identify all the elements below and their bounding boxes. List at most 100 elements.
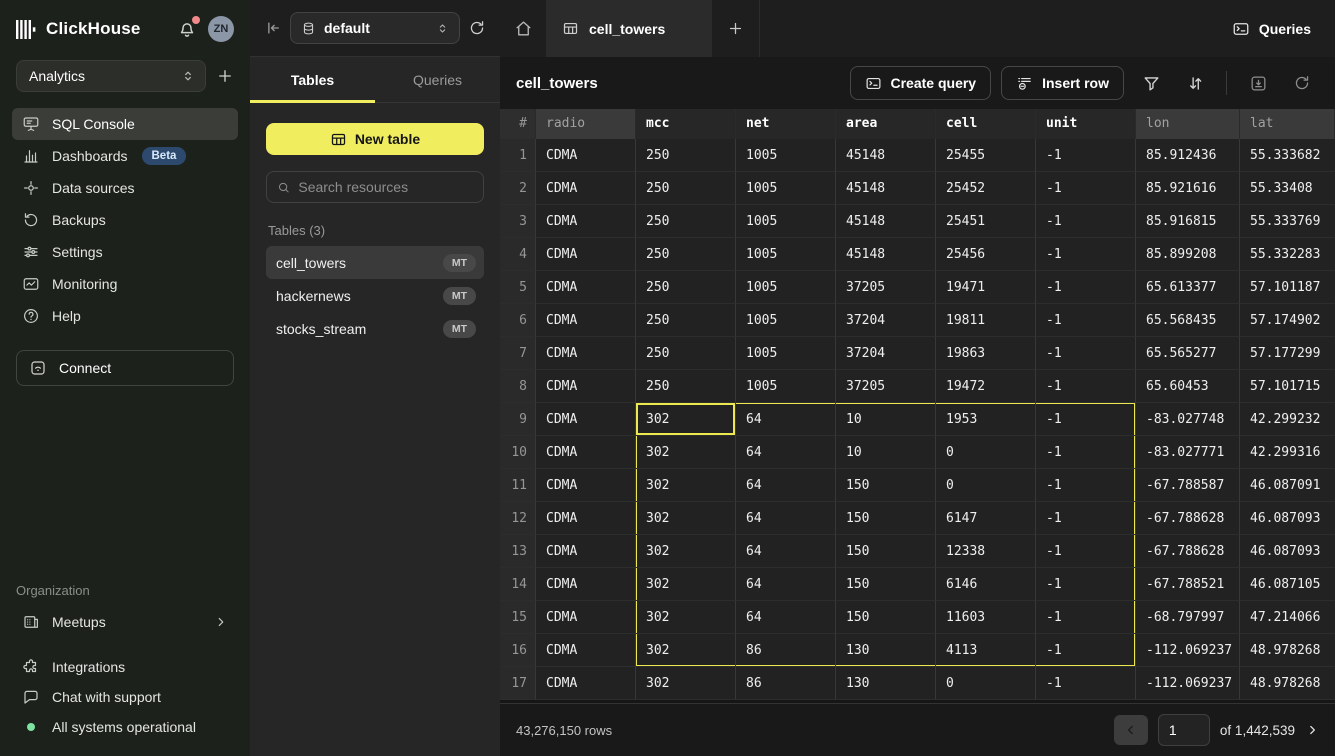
data-cell[interactable]: 250 bbox=[636, 337, 736, 370]
data-cell[interactable]: CDMA bbox=[536, 469, 636, 502]
data-cell[interactable]: -112.069237 bbox=[1136, 667, 1240, 700]
data-cell[interactable]: CDMA bbox=[536, 568, 636, 601]
column-header-area[interactable]: area bbox=[836, 109, 936, 139]
row-number-cell[interactable]: 10 bbox=[500, 436, 536, 469]
data-cell[interactable]: CDMA bbox=[536, 172, 636, 205]
next-page-button[interactable] bbox=[1305, 723, 1319, 737]
row-number-cell[interactable]: 3 bbox=[500, 205, 536, 238]
sidebar-item-chat-support[interactable]: Chat with support bbox=[12, 682, 238, 712]
data-cell[interactable]: -67.788587 bbox=[1136, 469, 1240, 502]
queries-button[interactable]: Queries bbox=[1208, 0, 1335, 57]
data-cell[interactable]: 250 bbox=[636, 238, 736, 271]
data-cell[interactable]: 25452 bbox=[936, 172, 1036, 205]
data-cell[interactable]: 46.087105 bbox=[1240, 568, 1335, 601]
filter-button[interactable] bbox=[1134, 66, 1168, 100]
selected-cell[interactable]: 10 bbox=[836, 403, 936, 436]
connect-button[interactable]: Connect bbox=[16, 350, 234, 386]
selected-cell[interactable]: -1 bbox=[1036, 568, 1136, 601]
data-cell[interactable]: CDMA bbox=[536, 139, 636, 172]
data-cell[interactable]: 42.299316 bbox=[1240, 436, 1335, 469]
selected-cell[interactable]: 302 bbox=[636, 469, 736, 502]
new-table-button[interactable]: New table bbox=[266, 123, 484, 155]
data-cell[interactable]: 85.899208 bbox=[1136, 238, 1240, 271]
data-cell[interactable]: 85.912436 bbox=[1136, 139, 1240, 172]
new-tab-button[interactable] bbox=[712, 0, 760, 57]
selected-cell[interactable]: -1 bbox=[1036, 535, 1136, 568]
data-cell[interactable]: 57.174902 bbox=[1240, 304, 1335, 337]
data-cell[interactable]: 46.087093 bbox=[1240, 502, 1335, 535]
data-cell[interactable]: -67.788628 bbox=[1136, 502, 1240, 535]
row-number-cell[interactable]: 16 bbox=[500, 634, 536, 667]
data-cell[interactable]: 1005 bbox=[736, 205, 836, 238]
data-cell[interactable]: 130 bbox=[836, 667, 936, 700]
data-cell[interactable]: 302 bbox=[636, 667, 736, 700]
column-header-net[interactable]: net bbox=[736, 109, 836, 139]
data-cell[interactable]: 45148 bbox=[836, 205, 936, 238]
home-button[interactable] bbox=[500, 0, 546, 57]
selected-cell[interactable]: -1 bbox=[1036, 403, 1136, 436]
data-cell[interactable]: 25455 bbox=[936, 139, 1036, 172]
row-number-cell[interactable]: 9 bbox=[500, 403, 536, 436]
data-cell[interactable]: CDMA bbox=[536, 337, 636, 370]
selected-cell[interactable]: -1 bbox=[1036, 469, 1136, 502]
data-cell[interactable]: 19811 bbox=[936, 304, 1036, 337]
selected-cell[interactable]: 6147 bbox=[936, 502, 1036, 535]
data-cell[interactable]: -112.069237 bbox=[1136, 634, 1240, 667]
data-cell[interactable]: -1 bbox=[1036, 337, 1136, 370]
data-cell[interactable]: 250 bbox=[636, 205, 736, 238]
data-cell[interactable]: 1005 bbox=[736, 238, 836, 271]
selected-cell[interactable]: 130 bbox=[836, 634, 936, 667]
selected-cell[interactable]: 150 bbox=[836, 601, 936, 634]
data-cell[interactable]: 65.565277 bbox=[1136, 337, 1240, 370]
row-number-cell[interactable]: 11 bbox=[500, 469, 536, 502]
selected-cell[interactable]: 302 bbox=[636, 436, 736, 469]
column-header-radio[interactable]: radio bbox=[536, 109, 636, 139]
refresh-data-button[interactable] bbox=[1285, 66, 1319, 100]
selected-cell[interactable]: -1 bbox=[1036, 502, 1136, 535]
data-cell[interactable]: 1005 bbox=[736, 139, 836, 172]
workspace-select[interactable]: Analytics bbox=[16, 60, 206, 92]
data-cell[interactable]: -1 bbox=[1036, 304, 1136, 337]
data-cell[interactable]: 65.613377 bbox=[1136, 271, 1240, 304]
row-number-cell[interactable]: 4 bbox=[500, 238, 536, 271]
data-cell[interactable]: 85.916815 bbox=[1136, 205, 1240, 238]
data-cell[interactable]: 57.101187 bbox=[1240, 271, 1335, 304]
data-cell[interactable]: 47.214066 bbox=[1240, 601, 1335, 634]
data-cell[interactable]: 86 bbox=[736, 667, 836, 700]
selected-cell[interactable]: 302 bbox=[636, 601, 736, 634]
row-number-cell[interactable]: 1 bbox=[500, 139, 536, 172]
selected-cell[interactable]: 302 bbox=[636, 568, 736, 601]
data-cell[interactable]: -67.788521 bbox=[1136, 568, 1240, 601]
selected-cell[interactable]: 150 bbox=[836, 502, 936, 535]
selected-cell[interactable]: 64 bbox=[736, 502, 836, 535]
data-cell[interactable]: -83.027748 bbox=[1136, 403, 1240, 436]
system-status[interactable]: All systems operational bbox=[12, 712, 238, 742]
data-cell[interactable]: 45148 bbox=[836, 238, 936, 271]
column-header-row-number[interactable]: # bbox=[500, 109, 536, 139]
data-cell[interactable]: -1 bbox=[1036, 238, 1136, 271]
table-item-hackernews[interactable]: hackernews MT bbox=[266, 279, 484, 312]
sidebar-item-monitoring[interactable]: Monitoring bbox=[12, 268, 238, 300]
data-cell[interactable]: 19472 bbox=[936, 370, 1036, 403]
column-header-unit[interactable]: unit bbox=[1036, 109, 1136, 139]
data-cell[interactable]: 57.177299 bbox=[1240, 337, 1335, 370]
notifications-bell-icon[interactable] bbox=[176, 18, 198, 40]
data-cell[interactable]: -67.788628 bbox=[1136, 535, 1240, 568]
sidebar-item-integrations[interactable]: Integrations bbox=[12, 652, 238, 682]
data-cell[interactable]: -1 bbox=[1036, 667, 1136, 700]
insert-row-button[interactable]: Insert row bbox=[1001, 66, 1124, 100]
sidebar-item-meetups[interactable]: Meetups bbox=[12, 606, 238, 638]
prev-page-button[interactable] bbox=[1114, 715, 1148, 745]
data-cell[interactable]: 45148 bbox=[836, 172, 936, 205]
selected-cell[interactable]: 10 bbox=[836, 436, 936, 469]
sidebar-item-settings[interactable]: Settings bbox=[12, 236, 238, 268]
data-cell[interactable]: 0 bbox=[936, 667, 1036, 700]
selected-cell[interactable]: 4113 bbox=[936, 634, 1036, 667]
data-cell[interactable]: -1 bbox=[1036, 172, 1136, 205]
data-cell[interactable]: 37205 bbox=[836, 271, 936, 304]
selected-cell[interactable]: 1953 bbox=[936, 403, 1036, 436]
database-select[interactable]: default bbox=[290, 12, 460, 44]
data-cell[interactable]: CDMA bbox=[536, 238, 636, 271]
selected-cell[interactable]: -1 bbox=[1036, 601, 1136, 634]
page-input[interactable] bbox=[1158, 714, 1210, 746]
